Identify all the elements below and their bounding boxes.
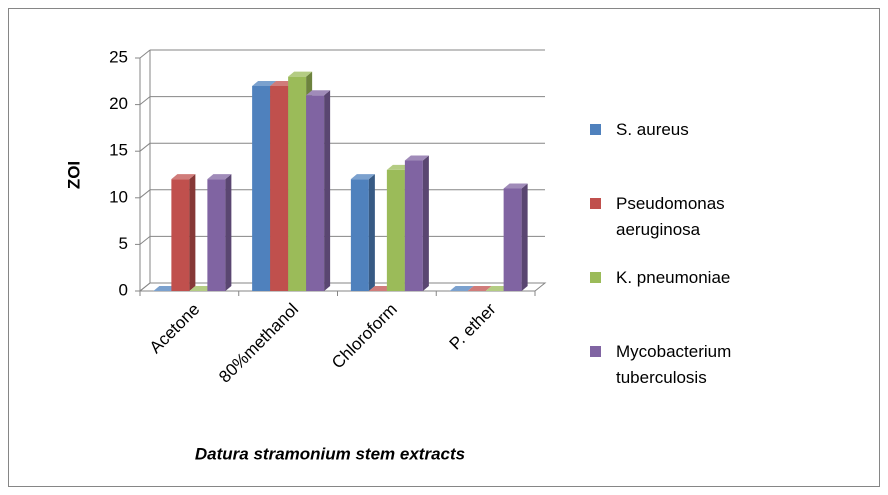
bar-group bbox=[404, 155, 429, 291]
bar-group bbox=[171, 174, 196, 291]
bar-side bbox=[422, 155, 429, 291]
legend-item: K. pneumoniae bbox=[590, 265, 880, 291]
bar-group bbox=[449, 286, 474, 291]
bar bbox=[503, 188, 522, 291]
bar bbox=[171, 179, 190, 291]
bar-top bbox=[449, 286, 474, 291]
legend-swatch bbox=[590, 272, 601, 283]
bar-side bbox=[521, 183, 528, 291]
bar-side bbox=[324, 90, 331, 291]
bar-top bbox=[171, 174, 196, 180]
wall-diagonal bbox=[139, 236, 151, 245]
y-tick-label: 0 bbox=[119, 280, 128, 299]
y-tick-label: 15 bbox=[109, 141, 128, 160]
legend-swatch bbox=[590, 124, 601, 135]
legend-item: Pseudomonas aeruginosa bbox=[590, 191, 880, 243]
legend-swatch bbox=[590, 198, 601, 209]
bar bbox=[350, 179, 369, 291]
legend-label: S. aureus bbox=[616, 120, 689, 139]
bar-side bbox=[368, 174, 375, 291]
bar-side bbox=[189, 174, 196, 291]
wall-diagonal bbox=[139, 96, 151, 105]
bar-group bbox=[467, 286, 492, 291]
bar-side bbox=[225, 174, 232, 291]
x-axis-label: Datura stramonium stem extracts bbox=[195, 444, 465, 463]
legend-item: S. aureus bbox=[590, 117, 880, 143]
legend-swatch bbox=[590, 346, 601, 357]
bar-group bbox=[503, 183, 528, 291]
bar-group bbox=[306, 90, 331, 291]
bar bbox=[207, 179, 226, 291]
y-tick-label: 5 bbox=[119, 234, 128, 253]
bar bbox=[306, 95, 325, 291]
bar-top bbox=[306, 90, 331, 96]
wall-diagonal bbox=[139, 49, 151, 59]
bar bbox=[386, 169, 405, 291]
bar bbox=[252, 85, 271, 292]
wall-diagonal bbox=[139, 142, 151, 152]
bar-top bbox=[467, 286, 492, 291]
y-tick-label: 10 bbox=[109, 187, 128, 206]
bar bbox=[270, 85, 289, 292]
bar-top bbox=[404, 155, 429, 161]
legend-label: Pseudomonas aeruginosa bbox=[616, 194, 725, 239]
bar-top bbox=[503, 183, 528, 189]
y-axis-label: ZOI bbox=[64, 161, 83, 189]
y-tick-label: 20 bbox=[109, 94, 128, 113]
wall-diagonal bbox=[139, 189, 151, 199]
legend-label: Mycobacterium tuberculosis bbox=[616, 342, 732, 387]
bar-top bbox=[252, 80, 277, 86]
bar bbox=[288, 76, 307, 291]
bar bbox=[404, 160, 423, 291]
wall-diagonal bbox=[139, 282, 151, 292]
bar-group bbox=[350, 174, 375, 291]
bar-group bbox=[207, 174, 232, 291]
chart-border bbox=[8, 8, 880, 487]
legend-label: K. pneumoniae bbox=[616, 268, 731, 287]
bar-top bbox=[207, 174, 232, 180]
legend-item: Mycobacterium tuberculosis bbox=[590, 339, 880, 391]
bar-top bbox=[288, 71, 313, 77]
y-tick-label: 25 bbox=[109, 47, 128, 66]
bar-top bbox=[350, 174, 375, 180]
